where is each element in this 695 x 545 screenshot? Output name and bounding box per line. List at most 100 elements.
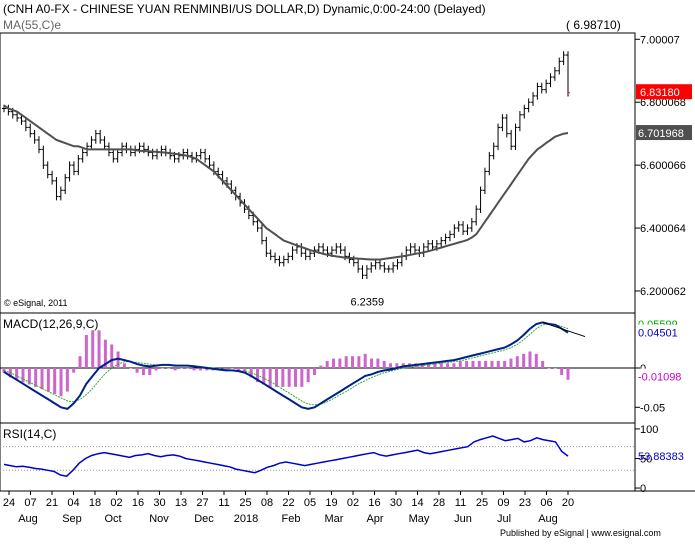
macd-histogram-bar: [484, 360, 488, 368]
x-day-label: 30: [153, 497, 165, 509]
rsi-value-label: 53.88383: [638, 451, 684, 463]
macd-histogram-bar: [338, 358, 342, 368]
macd-trendline: [542, 321, 586, 338]
x-axis: 24 07 21 04 18 02 16 30 13 27 11 25 08 22 05 19 02 16 30 14…: [3, 491, 574, 525]
ma-value-box: [636, 125, 692, 141]
x-month-label: 2018: [234, 513, 258, 525]
macd-histogram-bar: [496, 360, 500, 368]
x-day-label: 02: [347, 497, 359, 509]
macd-histogram-bar: [427, 363, 431, 368]
macd-histogram-bar: [332, 358, 336, 368]
macd-histogram-bar: [268, 368, 272, 387]
macd-histogram-bar: [528, 351, 532, 368]
macd-histogram-bar: [173, 368, 177, 371]
x-day-label: 11: [218, 497, 229, 509]
macd-histogram-bar: [319, 365, 323, 368]
x-day-label: 23: [519, 497, 531, 509]
macd-histogram-bar: [230, 368, 234, 369]
macd-histogram-bar: [433, 363, 437, 368]
macd-histogram-bar: [179, 368, 183, 369]
macd-histogram-bar: [84, 335, 88, 368]
x-day-label: 09: [497, 497, 509, 509]
macd-histogram-bar: [325, 360, 329, 368]
macd-histogram-bar: [65, 368, 69, 392]
macd-histogram-bar: [509, 358, 513, 368]
macd-histogram-bar: [458, 360, 462, 368]
x-day-label: 08: [261, 497, 273, 509]
macd-histogram-bar: [198, 368, 202, 371]
macd-line: [3, 321, 569, 410]
macd-histogram-bar: [566, 368, 570, 380]
macd-histogram-bar: [154, 368, 158, 371]
macd-ytick-label: -0.05: [640, 402, 665, 414]
x-month-label: Feb: [282, 513, 301, 525]
macd-histogram-bar: [344, 356, 348, 368]
macd-histogram-bar: [148, 368, 152, 376]
high-marker: ( 6.98710): [566, 18, 621, 32]
macd-histogram-bar: [287, 368, 291, 387]
macd-histogram-bar: [560, 368, 564, 376]
macd-histogram-bar: [116, 351, 120, 368]
macd-histogram-bar: [110, 344, 114, 368]
x-month-label: Jun: [454, 513, 472, 525]
price-ytick-label: 6.400064: [640, 223, 686, 235]
macd-histogram-bar: [103, 339, 107, 368]
x-day-label: 28: [433, 497, 445, 509]
macd-histogram-bar: [160, 368, 164, 369]
macd-histogram-bar: [262, 368, 266, 385]
macd-histogram-bar: [274, 368, 278, 387]
macd-histogram-bar: [357, 356, 361, 368]
macd-histogram-bar: [452, 363, 456, 368]
macd-histogram-bar: [34, 368, 38, 387]
x-day-label: 14: [411, 497, 423, 509]
macd-histogram-bar: [351, 356, 355, 368]
x-day-label: 24: [3, 497, 15, 509]
x-day-label: 13: [175, 497, 187, 509]
macd-histogram-bar: [21, 368, 25, 383]
x-day-label: 07: [24, 497, 36, 509]
rsi-panel: [0, 422, 636, 492]
macd-histogram-bar: [446, 363, 450, 368]
price-ytick-label: 6.600066: [640, 160, 686, 172]
macd-histogram-bar: [72, 368, 76, 373]
x-day-label: 16: [368, 497, 380, 509]
x-month-label: Apr: [366, 513, 383, 525]
macd-histogram-bar: [534, 353, 538, 368]
macd-histogram-bar: [46, 368, 50, 392]
macd-histogram-bar: [91, 330, 95, 368]
macd-histogram-bar: [97, 330, 101, 368]
x-day-label: 11: [455, 497, 466, 509]
x-day-label: 04: [67, 497, 79, 509]
macd-histogram-bar: [313, 368, 317, 376]
x-month-label: Jul: [497, 513, 511, 525]
macd-histogram-bar: [53, 368, 57, 394]
macd-histogram-bar: [553, 368, 557, 369]
x-day-label: 16: [132, 497, 144, 509]
ma55-line: [3, 104, 569, 261]
x-month-label: Aug: [538, 513, 558, 525]
last-price-label: 6.83180: [640, 87, 680, 99]
x-month-label: Mar: [325, 513, 344, 525]
x-day-label: 25: [239, 497, 251, 509]
macd-histogram-bar: [129, 368, 133, 369]
macd-histogram-bar: [205, 368, 209, 371]
last-price-box: [636, 84, 692, 100]
x-day-label: 27: [196, 497, 208, 509]
macd-histogram-bar: [541, 360, 545, 368]
macd-histogram-bar: [363, 353, 367, 368]
price-ytick-label: 6.200062: [640, 286, 686, 298]
macd-histogram-bar: [122, 363, 126, 368]
price-ytick-label: 6.800068: [640, 97, 686, 109]
rsi-line: [3, 435, 569, 478]
macd-histogram-bar: [40, 368, 44, 390]
chart-title: (CNH A0-FX - CHINESE YUAN RENMINBI/US DO…: [3, 2, 486, 16]
macd-histogram-bar: [515, 356, 519, 368]
macd-histogram-bar: [243, 368, 247, 373]
macd-histogram-bar: [395, 363, 399, 368]
macd-value-label: -0.01098: [638, 372, 681, 384]
x-month-label: Nov: [149, 513, 169, 525]
macd-histogram-bar: [27, 368, 31, 385]
macd-title: MACD(12,26,9,C): [3, 317, 98, 331]
